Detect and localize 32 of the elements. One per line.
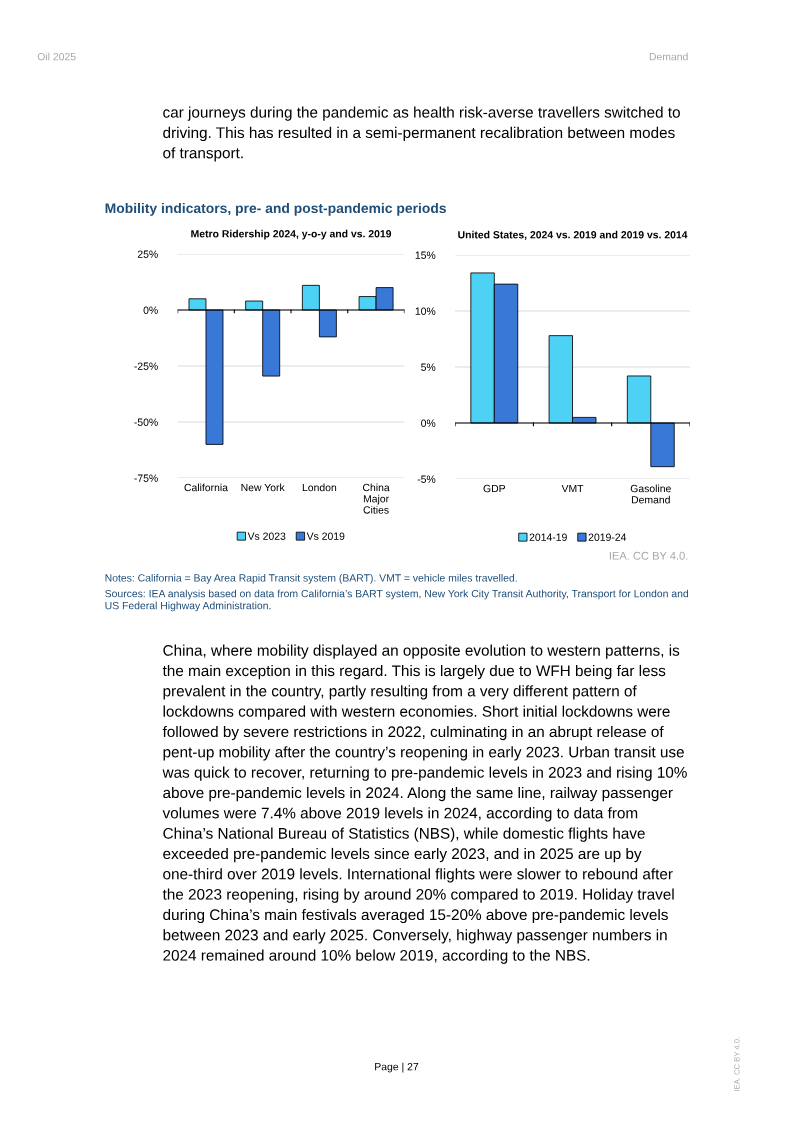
legend-label: 2019-24: [588, 533, 627, 541]
text: car journeys during the pandemic as health risk-averse travellers switched to driving. This has resulted in a semi-permanent recalibration between modes of transport.: [163, 106, 680, 162]
legend-label: Vs 2019: [306, 532, 345, 540]
text: China, where mobility displayed an opposite evolution to western patterns, is the main exception in this regard. This is largely due to WFH being far less prevalent in the country, partly resulting from a very different pattern of lockdowns compared with western economies. Short initial lockdowns were followed by severe restrictions in 2022, culminating in an abrupt release of pent-up mobility after the country’s reopening in early 2023. Urban transit use was quick to recover, returning to pre-pandemic levels in 2023 and rising 10% above pre-pandemic levels in 2024. Along the same line, railway passenger volumes were 7.4% above 2019 levels in 2024, according to data from China’s National Bureau of Statistics (NBS), while domestic flights have exceeded pre-pandemic levels since early 2023, and in 2025 are up by one-third over 2019 levels. International flights were slower to rebound after the 2023 reopening, rising by around 20% compared to 2019. Holiday travel during China’s main festivals averaged 15-20% above pre-pandemic levels between 2023 and early 2025. Conversely, highway passenger numbers in 2024 remained around 10% below 2019, according to the NBS.: [162, 644, 687, 964]
text: Mobility indicators, pre- and post-pandemic periods: [105, 202, 446, 216]
text: Demand: [649, 52, 688, 61]
y-tick-label: -75%: [134, 474, 158, 482]
y-tick-label: 10%: [415, 307, 436, 315]
text: Oil 2025: [37, 52, 76, 61]
legend-label: Vs 2023: [247, 532, 286, 540]
y-tick-label: 0%: [143, 306, 158, 314]
y-tick-label: 25%: [137, 250, 158, 258]
chart-title: Metro Ridership 2024, y-o-y and vs. 2019: [191, 229, 392, 240]
x-tick-label: Gasoline Demand: [630, 484, 671, 504]
source-note: Sources: IEA analysis based on data from California’s BART system, New York City Transit Authority, Transport for London and US Federal Highway Administration.: [105, 589, 689, 612]
x-tick-label: VMT: [561, 484, 584, 493]
x-tick-label: London: [302, 483, 337, 492]
x-tick-label: California: [184, 483, 228, 492]
text: Page | 27: [375, 1062, 419, 1073]
y-tick-label: 15%: [415, 251, 436, 259]
y-tick-label: 5%: [421, 363, 436, 371]
y-tick-label: -5%: [417, 475, 436, 483]
x-tick-label: New York: [241, 483, 285, 492]
chart-title: United States, 2024 vs. 2019 and 2019 vs. 2014: [458, 230, 688, 240]
text: Notes: California = Bay Area Rapid Transit system (BART). VMT = vehicle miles travelled.: [105, 573, 517, 584]
y-tick-label: 0%: [421, 419, 436, 427]
x-tick-label: China Major Cities: [363, 483, 390, 514]
y-tick-label: -50%: [134, 418, 158, 426]
y-tick-label: -25%: [134, 362, 158, 370]
legend-label: 2014-19: [529, 533, 567, 541]
x-tick-label: GDP: [483, 484, 506, 493]
text: IEA. CC BY 4.0.: [609, 551, 688, 560]
